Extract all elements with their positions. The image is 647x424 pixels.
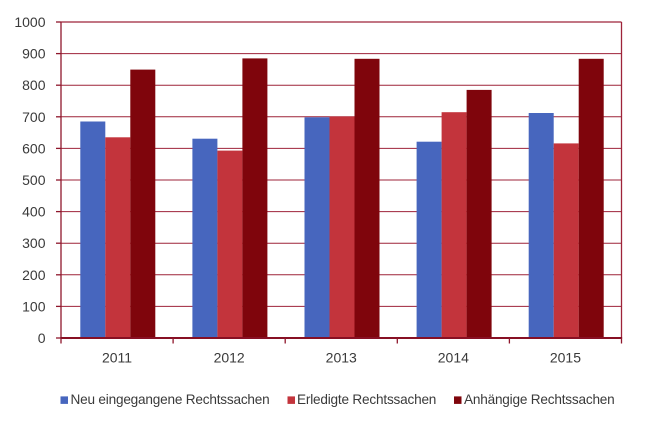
- svg-text:300: 300: [22, 235, 46, 251]
- svg-text:2015: 2015: [550, 350, 581, 366]
- svg-text:700: 700: [22, 109, 46, 125]
- svg-text:100: 100: [22, 298, 46, 314]
- svg-text:600: 600: [22, 140, 46, 156]
- svg-text:900: 900: [22, 46, 46, 62]
- svg-text:400: 400: [22, 204, 46, 220]
- svg-text:Erledigte Rechtssachen: Erledigte Rechtssachen: [297, 392, 436, 407]
- svg-text:2014: 2014: [438, 350, 469, 366]
- svg-text:0: 0: [38, 330, 46, 346]
- svg-text:500: 500: [22, 172, 46, 188]
- svg-text:200: 200: [22, 267, 46, 283]
- svg-text:2013: 2013: [326, 350, 357, 366]
- svg-text:800: 800: [22, 77, 46, 93]
- svg-text:2012: 2012: [214, 350, 245, 366]
- svg-text:Neu eingegangene Rechtssachen: Neu eingegangene Rechtssachen: [71, 392, 270, 407]
- svg-text:Anhängige Rechtssachen: Anhängige Rechtssachen: [464, 392, 615, 407]
- svg-text:1000: 1000: [14, 14, 45, 30]
- svg-text:2011: 2011: [102, 350, 132, 366]
